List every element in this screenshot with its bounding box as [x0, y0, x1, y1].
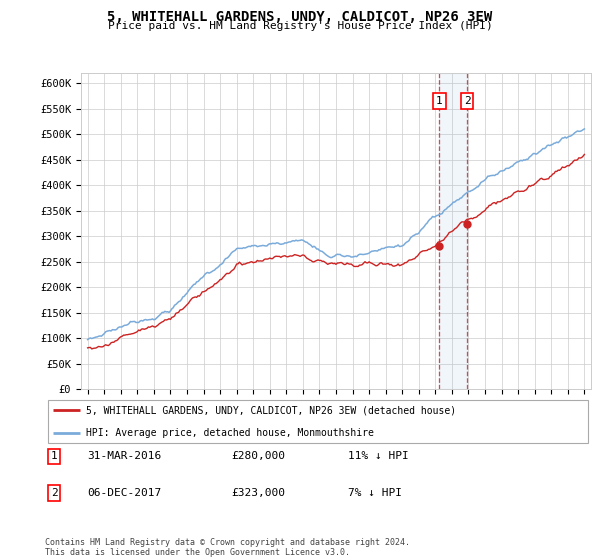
Text: 7% ↓ HPI: 7% ↓ HPI [348, 488, 402, 498]
Text: £280,000: £280,000 [231, 451, 285, 461]
Text: 1: 1 [436, 96, 443, 106]
Text: Contains HM Land Registry data © Crown copyright and database right 2024.
This d: Contains HM Land Registry data © Crown c… [45, 538, 410, 557]
FancyBboxPatch shape [48, 399, 588, 444]
Text: £323,000: £323,000 [231, 488, 285, 498]
Bar [439, 73, 467, 389]
Text: 2: 2 [50, 488, 58, 498]
Text: 5, WHITEHALL GARDENS, UNDY, CALDICOT, NP26 3EW (detached house): 5, WHITEHALL GARDENS, UNDY, CALDICOT, NP… [86, 405, 456, 416]
Text: HPI: Average price, detached house, Monmouthshire: HPI: Average price, detached house, Monm… [86, 428, 374, 438]
Text: 2: 2 [464, 96, 470, 106]
Text: 1: 1 [50, 451, 58, 461]
Text: 06-DEC-2017: 06-DEC-2017 [87, 488, 161, 498]
Text: 31-MAR-2016: 31-MAR-2016 [87, 451, 161, 461]
Text: 5, WHITEHALL GARDENS, UNDY, CALDICOT, NP26 3EW: 5, WHITEHALL GARDENS, UNDY, CALDICOT, NP… [107, 10, 493, 24]
Text: Price paid vs. HM Land Registry's House Price Index (HPI): Price paid vs. HM Land Registry's House … [107, 21, 493, 31]
Text: 11% ↓ HPI: 11% ↓ HPI [348, 451, 409, 461]
